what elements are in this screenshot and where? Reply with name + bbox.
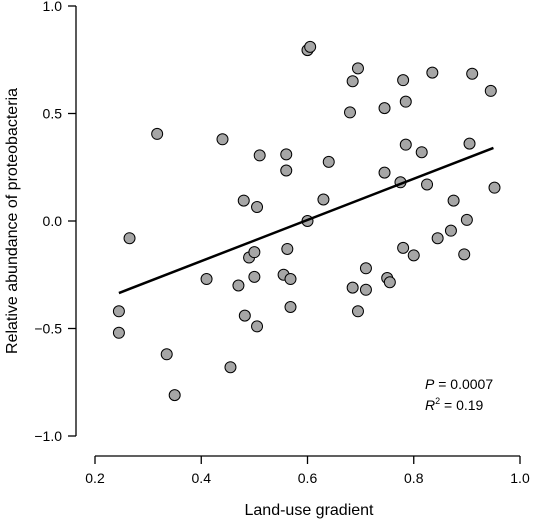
data-point [346, 75, 359, 88]
data-point [284, 273, 297, 286]
data-point [248, 246, 261, 259]
data-point [168, 389, 181, 402]
stats-annotation: P = 0.0007 R2 = 0.19 [425, 376, 493, 413]
data-point [488, 181, 501, 194]
x-ticks: 0.2 0.4 0.6 0.8 1.0 [85, 456, 530, 486]
data-point [407, 249, 420, 262]
regression-line [118, 146, 494, 295]
r2-label: R [425, 397, 435, 413]
data-point [463, 137, 476, 150]
data-point [123, 232, 136, 245]
data-point [466, 67, 479, 80]
data-point [160, 348, 173, 361]
data-point [397, 74, 410, 87]
p-value-text: P = 0.0007 [425, 376, 493, 392]
data-point [200, 273, 213, 286]
r2-superscript: 2 [435, 396, 440, 406]
data-point [151, 127, 164, 140]
p-label: P [425, 376, 435, 392]
y-tick-label: −0.5 [34, 321, 62, 337]
x-axis-title: Land-use gradient [245, 502, 375, 519]
data-point [112, 326, 125, 339]
y-axis-title: Relative abundance of proteobacteria [4, 88, 21, 354]
data-point [399, 95, 412, 108]
data-point [224, 361, 237, 374]
data-point [232, 279, 245, 292]
x-tick-label: 0.2 [85, 470, 105, 486]
data-point [484, 84, 497, 97]
data-point [351, 305, 364, 318]
data-point [415, 146, 428, 159]
data-point [447, 194, 460, 207]
data-point [238, 309, 251, 322]
data-point [253, 149, 266, 162]
data-point [317, 193, 330, 206]
data-point [112, 305, 125, 318]
data-point [359, 283, 372, 296]
data-point [344, 106, 356, 119]
x-tick-label: 0.4 [192, 470, 212, 486]
data-point [378, 102, 391, 115]
data-point [322, 155, 335, 168]
data-point [280, 148, 293, 161]
data-point [359, 262, 372, 275]
r-squared-text: R2 = 0.19 [425, 396, 484, 413]
data-point [397, 241, 410, 254]
x-tick-label: 1.0 [510, 470, 530, 486]
data-point [460, 213, 473, 226]
y-ticks: −1.0 −0.5 0.0 0.5 1.0 [34, 0, 76, 444]
data-point [351, 62, 364, 75]
data-point [378, 166, 391, 179]
data-point [280, 164, 293, 177]
data-point [346, 281, 359, 294]
data-point [216, 133, 229, 146]
data-point [248, 270, 261, 283]
data-point [284, 301, 297, 313]
x-tick-label: 0.6 [298, 470, 318, 486]
data-point [426, 66, 439, 79]
r2-value: = 0.19 [440, 397, 483, 413]
axes: 0.2 0.4 0.6 0.8 1.0 −1.0 −0.5 0.0 0.5 1.0 [34, 0, 530, 486]
y-tick-label: 1.0 [43, 0, 63, 14]
data-point [237, 194, 250, 207]
data-point [458, 248, 471, 261]
data-points [112, 40, 501, 402]
p-value: = 0.0007 [434, 376, 493, 392]
y-tick-label: −1.0 [34, 428, 62, 444]
y-tick-label: 0.0 [43, 213, 63, 229]
data-point [281, 242, 294, 255]
data-point [399, 138, 412, 151]
data-point [421, 178, 434, 191]
y-tick-label: 0.5 [43, 106, 63, 122]
data-point [431, 232, 444, 245]
data-point [304, 40, 317, 53]
x-tick-label: 0.8 [404, 470, 424, 486]
data-point [251, 201, 264, 214]
data-point [444, 224, 457, 237]
data-point [383, 276, 396, 289]
data-point [251, 320, 264, 333]
